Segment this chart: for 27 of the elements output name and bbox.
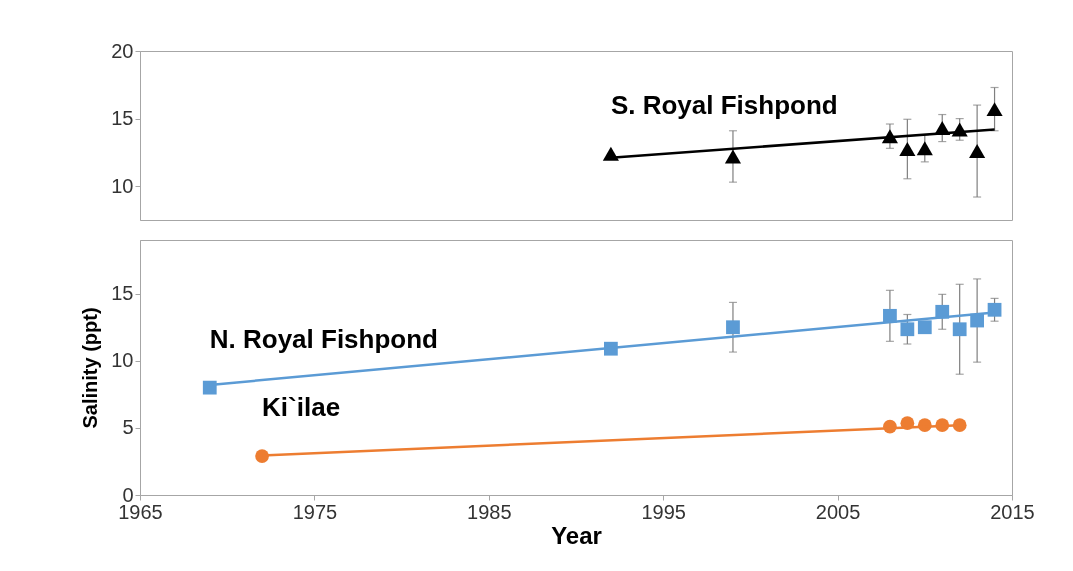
x-axis-title: Year (551, 521, 602, 549)
y-tick-label: 10 (111, 174, 134, 197)
point (986, 102, 1003, 117)
point (724, 149, 742, 164)
point (726, 320, 740, 335)
y-tick-label: 10 (111, 349, 134, 372)
series-label: Ki`ilae (262, 392, 341, 423)
y-tick-label: 20 (111, 39, 134, 62)
series-label: S. Royal Fishpond (610, 89, 838, 120)
point (202, 380, 217, 395)
x-tick-label: 1985 (467, 500, 512, 523)
point (969, 144, 986, 159)
y-tick-label: 15 (111, 107, 134, 130)
point (899, 142, 916, 156)
y-tick-label: 5 (122, 416, 134, 439)
point (900, 322, 915, 337)
y-axis-title: Salinity (ppt) (79, 307, 102, 429)
series-label: N. Royal Fishpond (209, 323, 438, 354)
x-tick-label: 1995 (641, 500, 686, 523)
point (916, 141, 933, 156)
x-tick-label: 2015 (990, 500, 1035, 523)
point (952, 322, 967, 337)
x-tick-label: 2005 (815, 500, 861, 523)
y-tick-label: 15 (111, 282, 134, 305)
point (917, 320, 932, 335)
y-tick-label: 0 (122, 483, 134, 506)
x-tick-label: 1975 (292, 500, 338, 523)
